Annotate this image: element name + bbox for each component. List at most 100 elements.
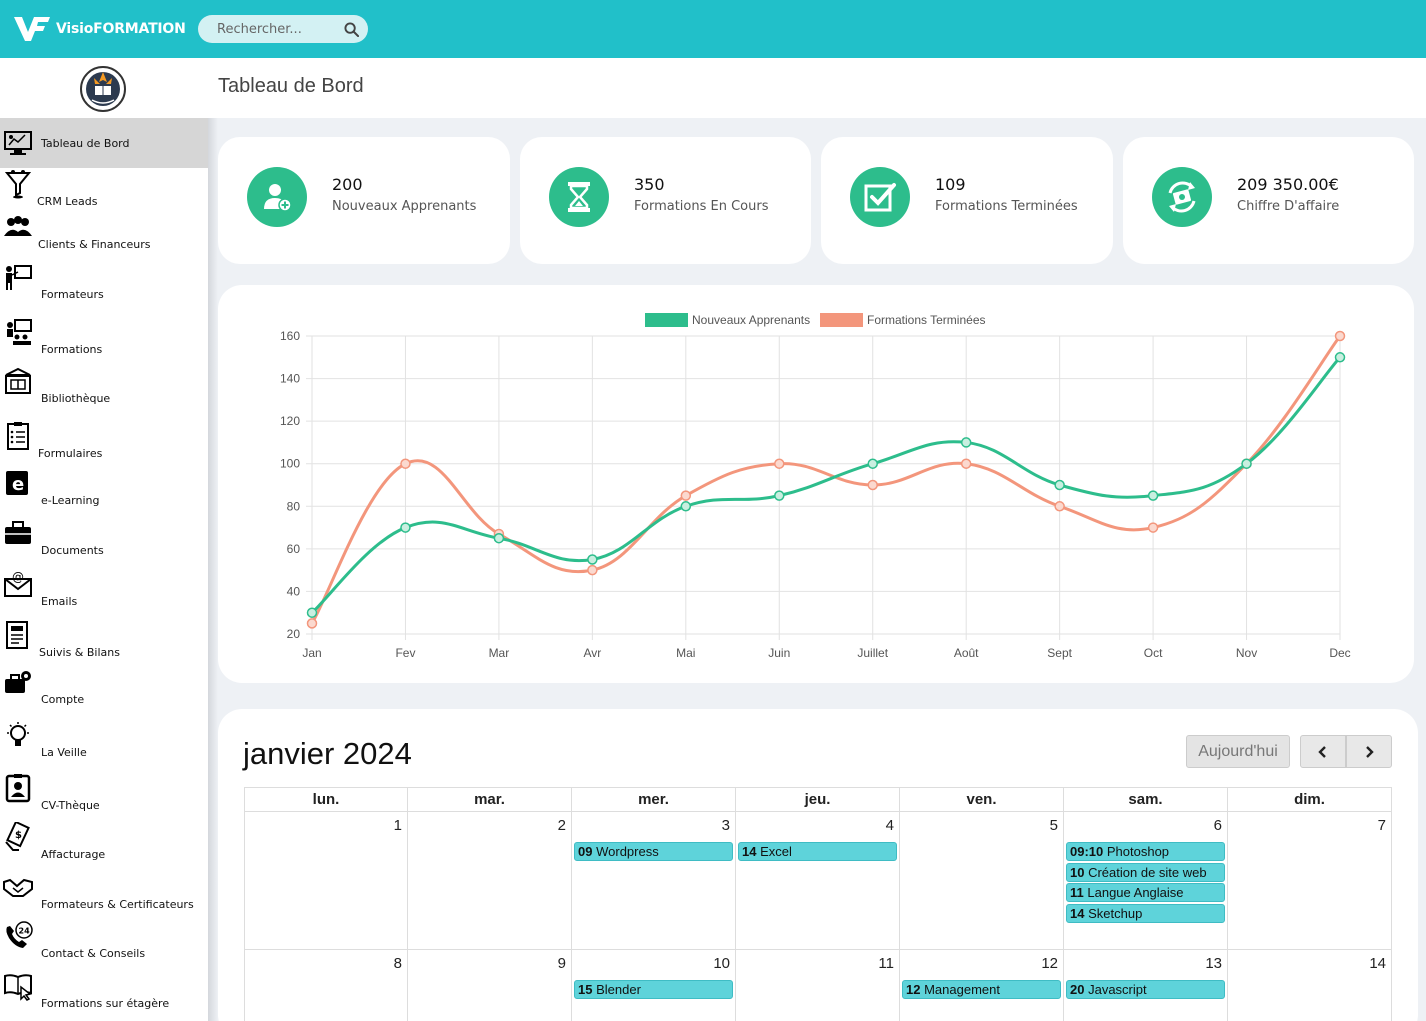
calendar-day-cell[interactable]: 7 <box>1228 812 1392 950</box>
stat-card-ongoing-trainings[interactable]: 350 Formations En Cours <box>520 137 811 264</box>
calendar-day-cell[interactable]: 8 <box>244 950 408 1021</box>
sidebar-item-trainer-board[interactable]: Formateurs <box>0 260 208 301</box>
x-tick-label: Oct <box>1144 646 1163 660</box>
sidebar-item-label: Formulaires <box>38 447 103 460</box>
data-point[interactable] <box>400 522 411 533</box>
data-point[interactable] <box>587 554 598 565</box>
calendar-event[interactable]: 15 Blender <box>574 980 733 999</box>
data-point[interactable] <box>1241 458 1252 469</box>
app-logo[interactable]: VisioFORMATION <box>12 12 186 46</box>
calendar-event[interactable]: 11 Langue Anglaise <box>1066 883 1225 902</box>
sidebar-item-library[interactable]: Bibliothèque <box>0 364 208 405</box>
day-number[interactable]: 10 <box>713 955 730 972</box>
sidebar-item-email[interactable]: @ Emails <box>0 567 208 608</box>
calendar-event[interactable]: 09:10 Photoshop <box>1066 842 1225 861</box>
weekday-header: sam. <box>1064 787 1228 812</box>
data-point[interactable] <box>1054 479 1065 491</box>
event-time: 09:10 <box>1070 844 1104 859</box>
day-number[interactable]: 8 <box>393 955 402 972</box>
sidebar-item-account-gear[interactable]: Compte <box>0 665 208 706</box>
svg-text:@: @ <box>12 570 24 584</box>
search-input[interactable] <box>198 15 338 43</box>
next-month-button[interactable] <box>1346 735 1392 768</box>
elearning-book-icon: e <box>6 471 28 495</box>
data-point[interactable] <box>587 564 598 576</box>
data-point[interactable] <box>1054 501 1065 512</box>
legend-label[interactable]: Nouveaux Apprenants <box>692 313 810 327</box>
sidebar-item-money-hand[interactable]: $ Affacturage <box>0 820 208 861</box>
event-time: 15 <box>578 982 593 997</box>
stat-card-revenue[interactable]: 209 350.00€ Chiffre D'affaire <box>1123 137 1414 264</box>
calendar-day-cell[interactable]: 5 <box>900 812 1064 950</box>
calendar-day-cell[interactable]: 2 <box>408 812 572 950</box>
calendar-event[interactable]: 20 Javascript <box>1066 980 1225 999</box>
legend-label[interactable]: Formations Terminées <box>867 313 986 327</box>
day-number[interactable]: 4 <box>885 817 894 834</box>
calendar-day-cell[interactable]: 1 <box>244 812 408 950</box>
calendar-day-cell[interactable]: 13 <box>1064 950 1228 1021</box>
calendar-event[interactable]: 10 Création de site web <box>1066 862 1225 882</box>
data-point[interactable] <box>867 479 878 491</box>
data-point[interactable] <box>1147 490 1159 501</box>
sidebar-item-funnel[interactable]: CRM Leads <box>0 167 208 208</box>
calendar-day-cell[interactable]: 11 <box>736 950 900 1021</box>
sidebar-item-phone-24[interactable]: 24 Contact & Conseils <box>0 919 208 960</box>
sidebar-item-book-pointer[interactable]: Formations sur étagère <box>0 969 208 1010</box>
data-point[interactable] <box>493 532 505 544</box>
data-point[interactable] <box>306 607 318 618</box>
day-number[interactable]: 11 <box>878 955 894 972</box>
day-number[interactable]: 2 <box>557 817 566 834</box>
search-icon[interactable] <box>344 22 359 37</box>
data-point[interactable] <box>1147 522 1159 533</box>
day-number[interactable]: 3 <box>721 817 730 834</box>
day-number[interactable]: 14 <box>1369 955 1386 972</box>
calendar-event[interactable]: 14 Sketchup <box>1066 903 1225 923</box>
sidebar-item-lightbulb[interactable]: La Veille <box>0 718 208 759</box>
data-point[interactable] <box>1334 330 1346 342</box>
stat-card-completed-trainings[interactable]: 109 Formations Terminées <box>821 137 1113 264</box>
calendar-day-cell[interactable]: 14 <box>1228 950 1392 1021</box>
day-number[interactable]: 9 <box>557 955 566 972</box>
data-point[interactable] <box>867 458 878 469</box>
data-point[interactable] <box>774 458 785 469</box>
sidebar-item-elearning-book[interactable]: e e-Learning <box>0 466 208 507</box>
sidebar-item-classroom[interactable]: Formations <box>0 315 208 356</box>
day-number[interactable]: 12 <box>1041 955 1058 972</box>
calendar-day-cell[interactable]: 3 <box>572 812 736 950</box>
data-point[interactable] <box>680 501 692 512</box>
sidebar-item-checklist[interactable]: Formulaires <box>0 419 208 460</box>
data-point[interactable] <box>306 618 318 629</box>
data-point[interactable] <box>960 437 972 448</box>
prev-month-button[interactable] <box>1300 735 1346 768</box>
day-number[interactable]: 1 <box>393 817 402 834</box>
day-number[interactable]: 6 <box>1213 817 1222 834</box>
calendar-event[interactable]: 12 Management <box>902 980 1061 999</box>
stat-card-new-learners[interactable]: 200 Nouveaux Apprenants <box>218 137 510 264</box>
day-number[interactable]: 5 <box>1049 817 1058 834</box>
data-point[interactable] <box>960 458 972 469</box>
calendar-day-cell[interactable]: 4 <box>736 812 900 950</box>
sidebar-item-report[interactable]: Suivis & Bilans <box>0 618 208 659</box>
today-button[interactable]: Aujourd'hui <box>1186 735 1290 768</box>
sidebar-item-dashboard[interactable]: Tableau de Bord <box>0 118 208 168</box>
calendar-day-cell[interactable]: 10 <box>572 950 736 1021</box>
sidebar-item-cv[interactable]: CV-Thèque <box>0 771 208 812</box>
calendar-day-cell[interactable]: 9 <box>408 950 572 1021</box>
sidebar-item-briefcase[interactable]: Documents <box>0 516 208 557</box>
top-bar: VisioFORMATION <box>0 0 1426 58</box>
day-number[interactable]: 13 <box>1205 955 1222 972</box>
trainer-board-icon <box>6 265 32 290</box>
data-point[interactable] <box>1334 352 1346 363</box>
data-point[interactable] <box>774 490 785 501</box>
calendar-day-cell[interactable]: 12 <box>900 950 1064 1021</box>
data-point[interactable] <box>680 490 692 501</box>
calendar-event[interactable]: 14 Excel <box>738 842 897 861</box>
calendar-event[interactable]: 09 Wordpress <box>574 842 733 861</box>
sidebar-item-handshake[interactable]: Formateurs & Certificateurs <box>0 870 208 911</box>
x-tick-label: Fev <box>395 646 415 660</box>
sidebar-item-people[interactable]: Clients & Financeurs <box>0 210 208 251</box>
y-tick-label: 120 <box>280 414 300 428</box>
day-number[interactable]: 7 <box>1377 817 1386 834</box>
data-point[interactable] <box>400 458 411 469</box>
calendar-day-cell[interactable]: 6 <box>1064 812 1228 950</box>
